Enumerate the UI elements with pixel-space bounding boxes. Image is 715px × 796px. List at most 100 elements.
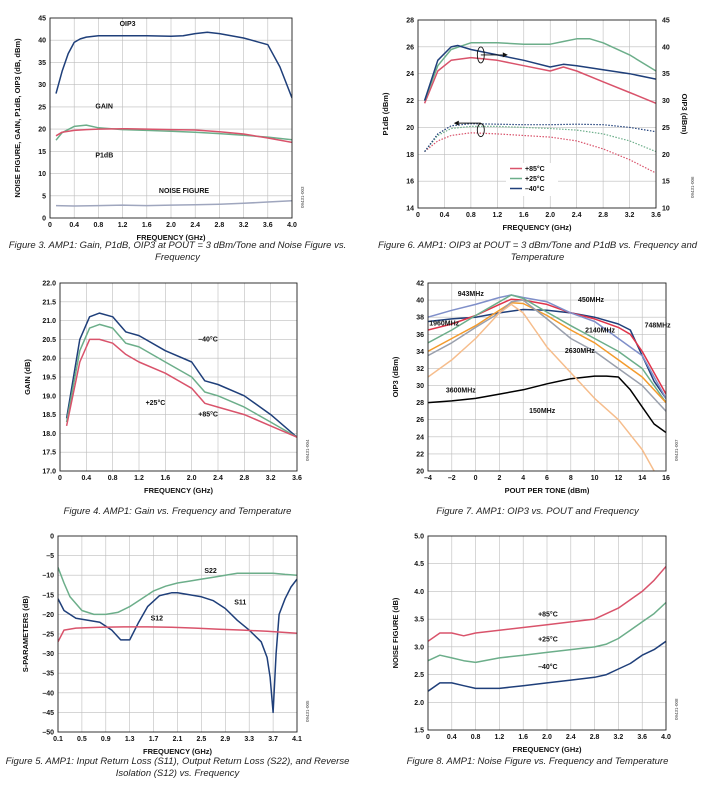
y2-tick-label: 15 xyxy=(662,179,670,186)
y-tick-label: 30 xyxy=(416,383,424,390)
plot-border xyxy=(57,535,298,733)
annotation-25-c: +25°C xyxy=(538,635,558,643)
figure-3-panel: 0 0.4 0.8 1.2 1.6 2.0 2.4 2.8 3.2 3.6 4.0 0 5 10 15 20 2… xyxy=(0,0,355,268)
annotation-s11: S11 xyxy=(234,600,246,607)
series-line-3600mhz xyxy=(428,303,655,471)
series-line-25-c xyxy=(428,601,666,664)
series-line-s22 xyxy=(58,567,297,616)
figure-3-caption: Figure 3. AMP1: Gain, P1dB, OIP3 at POUT… xyxy=(8,240,347,263)
annotation-943mhz: 943MHz xyxy=(458,291,485,298)
annotation-p1db: P1dB xyxy=(95,153,113,160)
y-tick-label: –15 xyxy=(42,592,54,599)
y-tick-label: 22 xyxy=(406,98,414,105)
x-tick-label: 2.4 xyxy=(566,734,576,741)
x-tick-label: 3.2 xyxy=(625,212,635,219)
y2-tick-label: 40 xyxy=(662,44,670,51)
x-tick-label: 2.1 xyxy=(173,736,183,743)
y-tick-label: –10 xyxy=(42,573,54,580)
figure-4-panel: 0 0.4 0.8 1.2 1.6 2.0 2.4 2.8 3.2 3.6 17.0 17.5 18.0… xyxy=(0,268,355,524)
plot-border xyxy=(417,19,657,209)
series-line-40-c xyxy=(65,312,297,438)
x-tick-label: 1.2 xyxy=(118,222,128,229)
y-tick-label: 24 xyxy=(416,434,424,441)
figure-6-caption: Figure 6. AMP1: OIP3 at POUT = 3 dBm/Ton… xyxy=(377,240,698,263)
y-tick-label: 4.5 xyxy=(414,561,424,568)
series-line-oip3 xyxy=(55,31,292,99)
arrowhead-right xyxy=(502,52,508,58)
series-line-25-c-oip3 xyxy=(424,125,656,153)
series-line-85-c xyxy=(65,338,297,438)
annotation-150mhz: 150MHz xyxy=(529,408,556,415)
y-tick-label: –40 xyxy=(42,690,54,697)
x-tick-label: 0.4 xyxy=(69,222,79,229)
x-tick-label: –4 xyxy=(424,475,432,482)
series-group xyxy=(65,312,297,438)
legend-label-85-c: +85°C xyxy=(525,165,545,173)
figure-7-panel: –4 –2 0 2 4 6 8 10 12 14 16 20 22 24 26 28 30 32 34 36 38 40 4… xyxy=(360,268,715,524)
y2-tick-label: 45 xyxy=(662,18,670,25)
x-tick-label: 2.0 xyxy=(187,475,197,482)
x-tick-label: 0.8 xyxy=(466,212,476,219)
y-tick-label: –20 xyxy=(42,612,54,619)
y-tick-label: 40 xyxy=(38,38,46,45)
y-axis-label: P1dB (dBm) xyxy=(381,92,390,135)
series-line-s12 xyxy=(58,626,297,643)
y-tick-label: 3.0 xyxy=(414,644,424,651)
y-tick-label: 10 xyxy=(38,171,46,178)
y-tick-label: –45 xyxy=(42,710,54,717)
y-tick-label: 20 xyxy=(416,469,424,476)
y-tick-label: 21.0 xyxy=(42,318,56,325)
x-axis-label: FREQUENCY (GHz) xyxy=(512,745,582,754)
y-tick-label: 2.5 xyxy=(414,672,424,679)
x-tick-label: 4.1 xyxy=(292,736,302,743)
y-axis-label: OIP3 (dBm) xyxy=(391,356,400,397)
series-group xyxy=(55,31,292,207)
y-tick-label: 45 xyxy=(38,16,46,23)
x-tick-label: 0.4 xyxy=(447,734,457,741)
x-tick-label: 14 xyxy=(638,475,646,482)
y2-tick-label: 20 xyxy=(662,152,670,159)
plot-border xyxy=(59,282,298,472)
y-tick-label: 3.5 xyxy=(414,617,424,624)
y-tick-label: –25 xyxy=(42,632,54,639)
y-tick-label: 15 xyxy=(38,149,46,156)
y-tick-label: 18.5 xyxy=(42,412,56,419)
group-ellipse-p1db xyxy=(476,123,485,138)
y2-tick-label: 25 xyxy=(662,125,670,132)
y-tick-label: 20.5 xyxy=(42,337,56,344)
x-tick-label: 1.6 xyxy=(519,212,529,219)
x-tick-label: 2.5 xyxy=(197,736,207,743)
x-tick-label: 3.2 xyxy=(614,734,624,741)
x-tick-label: 2 xyxy=(497,475,501,482)
x-tick-label: 1.3 xyxy=(125,736,135,743)
x-tick-label: 2.4 xyxy=(572,212,582,219)
series-line-s11 xyxy=(58,578,297,714)
y-tick-label: –5 xyxy=(46,553,54,560)
x-tick-label: 2.0 xyxy=(545,212,555,219)
figure-8-caption: Figure 8. AMP1: Noise Figure vs. Frequen… xyxy=(406,756,669,767)
annotation-2630mhz: 2630MHz xyxy=(565,348,595,355)
figure-5-chart: 0.1 0.5 0.9 1.3 1.7 2.1 2.5 2.9 3.3 3.7 4.1–50–45–… xyxy=(21,534,310,757)
figure-8-chart: 0 0.4 0.8 1.2 1.6 2.0 2.4 2.8 3.2 3.6 4.0 1.5 2.0 2.5… xyxy=(391,534,679,755)
series-line-150mhz xyxy=(428,375,666,434)
annotation-1960mhz: 1960MHz xyxy=(429,321,459,328)
x-tick-label: 0.9 xyxy=(101,736,111,743)
x-tick-label: 2.9 xyxy=(220,736,230,743)
x-tick-label: 2.8 xyxy=(239,475,249,482)
plot-border xyxy=(427,535,667,731)
x-tick-label: 0 xyxy=(48,222,52,229)
y-axis-label: NOISE FIGURE, GAIN, P1dB, OIP3 (dB, dBm) xyxy=(13,38,22,198)
annotation-748mhz: 748MHz xyxy=(645,322,672,329)
x-tick-label: 0.8 xyxy=(471,734,481,741)
x-tick-label: 3.6 xyxy=(263,222,273,229)
y2-tick-label: 30 xyxy=(662,98,670,105)
x-tick-label: 0 xyxy=(58,475,62,482)
y-tick-label: 18.0 xyxy=(42,431,56,438)
x-tick-label: 2.0 xyxy=(542,734,552,741)
y-tick-label: 22 xyxy=(416,451,424,458)
x-tick-label: 1.2 xyxy=(495,734,505,741)
y-tick-label: –30 xyxy=(42,651,54,658)
x-tick-label: 1.2 xyxy=(492,212,502,219)
figure-4-chart: 0 0.4 0.8 1.2 1.6 2.0 2.4 2.8 3.2 3.6 17.0 17.5 18.0… xyxy=(23,281,310,496)
y-tick-label: 5 xyxy=(42,193,46,200)
